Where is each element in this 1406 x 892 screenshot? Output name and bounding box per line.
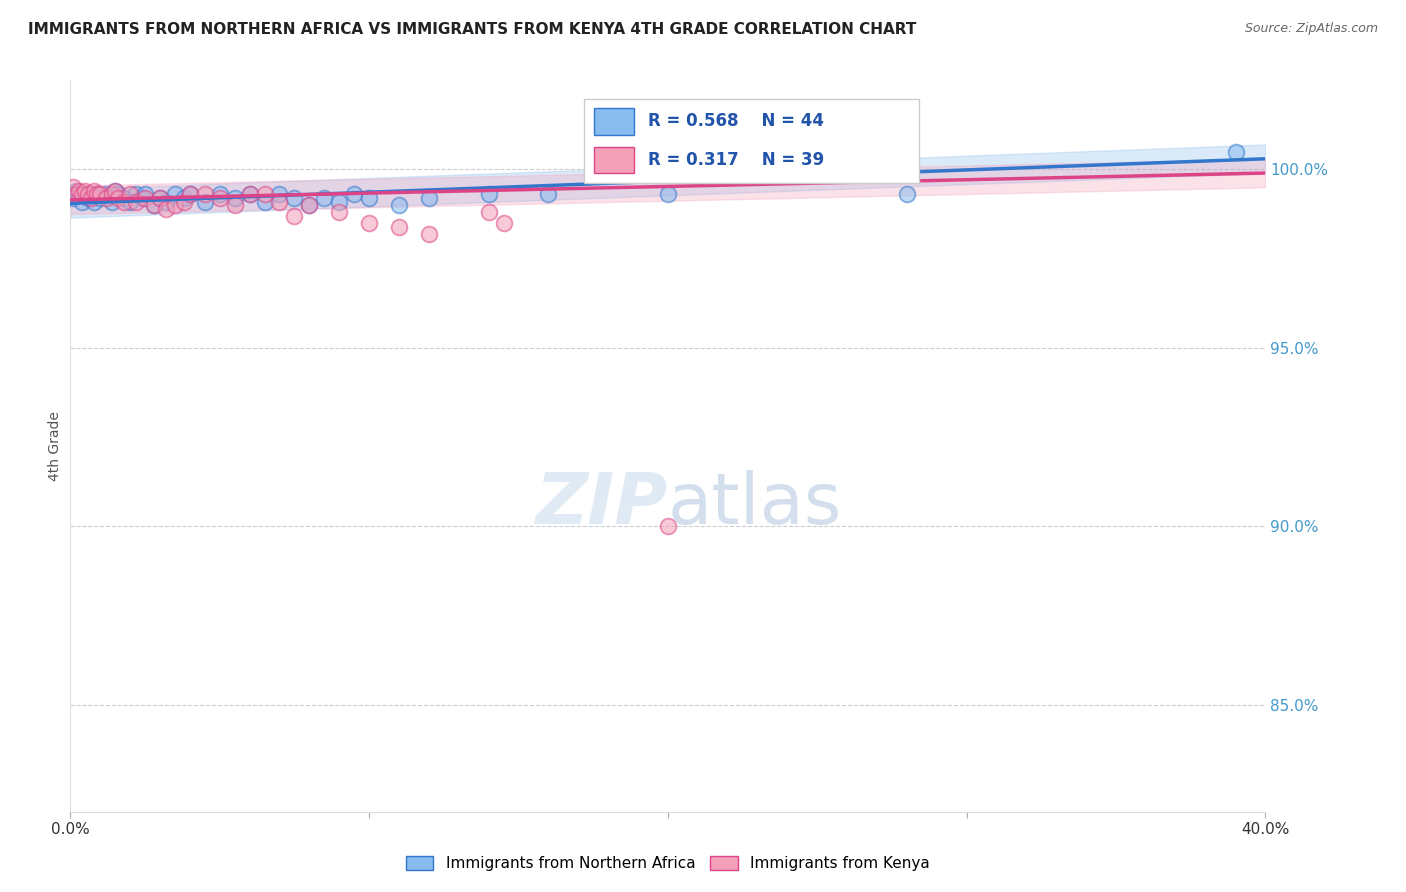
Point (298, 198, 321, 212)
Point (155, 202, 177, 216)
Y-axis label: 4th Grade: 4th Grade (48, 411, 62, 481)
Point (239, 187, 262, 202)
Text: R = 0.317    N = 39: R = 0.317 N = 39 (648, 151, 824, 169)
Point (80, 187, 103, 202)
Point (120, 187, 141, 202)
Point (75, 184, 97, 198)
Text: atlas: atlas (668, 470, 842, 539)
Point (657, 519, 679, 533)
Point (224, 191, 246, 205)
Point (101, 194, 124, 209)
Point (104, 184, 127, 198)
Point (80, 191, 103, 205)
Point (77, 191, 100, 205)
Point (75, 187, 97, 202)
Point (179, 187, 201, 202)
Point (328, 194, 350, 209)
Point (101, 187, 124, 202)
Point (77, 187, 100, 202)
Point (537, 187, 560, 202)
Point (104, 184, 127, 198)
Point (112, 191, 135, 205)
Point (478, 205, 501, 219)
Point (343, 187, 366, 202)
Point (418, 191, 440, 205)
Point (112, 194, 135, 209)
Point (65, 184, 87, 198)
Point (89, 191, 111, 205)
Point (62, 180, 84, 194)
Point (492, 216, 515, 230)
Point (179, 187, 201, 202)
Point (131, 191, 153, 205)
Point (328, 205, 350, 219)
Point (283, 191, 305, 205)
Point (155, 194, 177, 209)
Point (253, 194, 276, 209)
Legend: Immigrants from Northern Africa, Immigrants from Kenya: Immigrants from Northern Africa, Immigra… (399, 850, 936, 877)
Text: ZIP: ZIP (536, 470, 668, 539)
Point (269, 187, 291, 202)
Text: Source: ZipAtlas.com: Source: ZipAtlas.com (1244, 22, 1378, 36)
FancyBboxPatch shape (595, 108, 634, 135)
Point (107, 187, 129, 202)
Text: R = 0.568    N = 44: R = 0.568 N = 44 (648, 112, 824, 130)
Point (86, 187, 108, 202)
Point (208, 191, 231, 205)
Point (67, 187, 90, 202)
Point (65, 187, 87, 202)
Point (96, 191, 118, 205)
Point (478, 187, 501, 202)
Point (83, 184, 105, 198)
Point (89, 187, 111, 202)
Point (143, 198, 166, 212)
Point (269, 194, 291, 209)
Point (657, 187, 679, 202)
Point (224, 198, 246, 212)
Point (298, 198, 321, 212)
Point (62, 191, 84, 205)
Point (107, 191, 129, 205)
Point (163, 198, 186, 212)
Point (83, 194, 105, 209)
Point (163, 187, 186, 202)
Point (194, 187, 217, 202)
Point (125, 187, 148, 202)
Point (194, 194, 217, 209)
Point (149, 191, 172, 205)
Point (388, 198, 411, 212)
Point (143, 198, 166, 212)
Point (1225, 145, 1247, 159)
Point (359, 216, 381, 230)
Point (283, 209, 305, 223)
Point (134, 187, 156, 202)
Point (70, 187, 93, 202)
Point (239, 187, 262, 202)
Point (70, 194, 93, 209)
Point (120, 194, 141, 209)
Point (418, 227, 440, 241)
Point (173, 194, 195, 209)
Point (208, 187, 231, 202)
FancyBboxPatch shape (585, 99, 920, 183)
Point (388, 219, 411, 234)
Point (125, 194, 148, 209)
Point (173, 191, 195, 205)
Point (86, 187, 108, 202)
Text: IMMIGRANTS FROM NORTHERN AFRICA VS IMMIGRANTS FROM KENYA 4TH GRADE CORRELATION C: IMMIGRANTS FROM NORTHERN AFRICA VS IMMIG… (28, 22, 917, 37)
Point (96, 187, 118, 202)
Point (359, 191, 381, 205)
Point (314, 191, 336, 205)
Point (149, 191, 172, 205)
Point (896, 187, 918, 202)
Point (253, 187, 276, 202)
Point (134, 191, 156, 205)
FancyBboxPatch shape (595, 146, 634, 173)
Point (67, 184, 90, 198)
